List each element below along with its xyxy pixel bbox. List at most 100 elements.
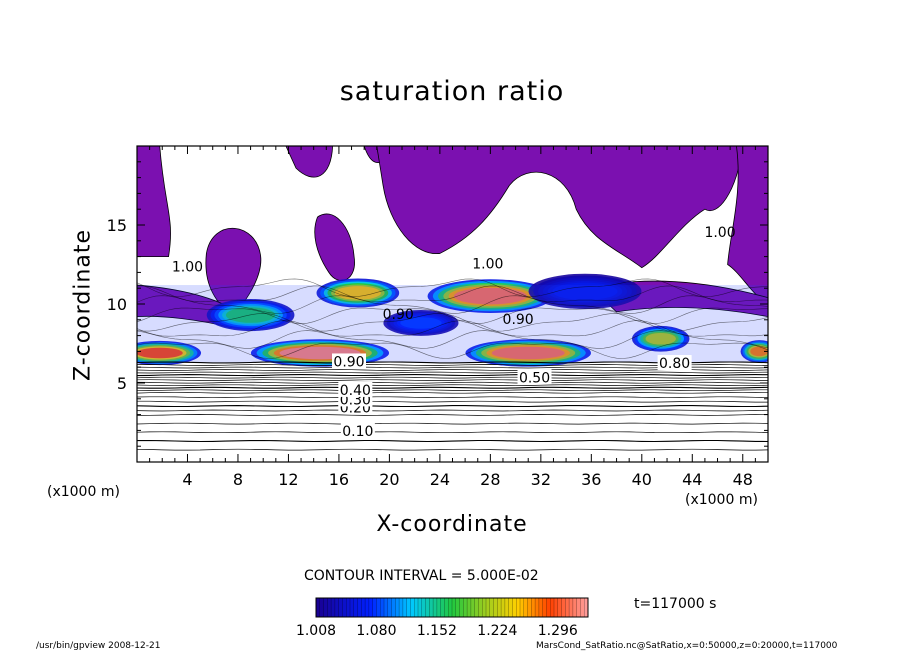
colorbar-cell-4 <box>331 598 336 617</box>
x-tick-label-11: 48 <box>733 470 753 489</box>
contour-line-12 <box>137 391 768 394</box>
x-tick-label-2: 12 <box>278 470 298 489</box>
supersat-band-7-layer-5 <box>645 332 676 345</box>
contour-label-8: 0.90 <box>503 312 534 328</box>
contour-label-bg-3 <box>338 381 373 397</box>
x-tick-label-9: 40 <box>632 470 652 489</box>
supersat-band-2 <box>465 339 592 367</box>
colorbar-cell-57 <box>531 598 536 617</box>
colorbar-cell-51 <box>508 598 513 617</box>
x-axis-label: X-coordinate <box>376 512 528 537</box>
cloud-contour-2 <box>137 320 768 337</box>
supersat-band-8 <box>383 310 459 336</box>
colorbar-cell-69 <box>576 598 581 617</box>
y-tick-label-2: 15 <box>107 216 127 235</box>
supersaturation-bands <box>137 273 768 367</box>
contour-label-11: 1.00 <box>704 225 735 241</box>
colorbar-cell-18 <box>384 598 389 617</box>
contour-line-17 <box>137 414 768 416</box>
colorbar-cell-56 <box>527 598 532 617</box>
cloud-region-5 <box>314 213 355 281</box>
colorbar-cell-2 <box>323 598 328 617</box>
cloud-contour-0 <box>137 342 768 359</box>
x-tick-label-7: 32 <box>531 470 551 489</box>
contour-line-14 <box>137 400 768 403</box>
colorbar-cell-61 <box>546 598 551 617</box>
x-axis-ticks: 4 8 12 16 20 24 28 32 36 40 44 48 <box>149 146 756 489</box>
supersat-band-3-layer-5 <box>453 287 527 305</box>
colorbar-cell-66 <box>565 598 570 617</box>
contour-line-20 <box>137 439 768 443</box>
colorbar-cell-42 <box>474 598 479 617</box>
supersat-band-2-layer-5 <box>491 346 565 360</box>
footer-left: /usr/bin/gpview 2008-12-21 <box>36 641 161 651</box>
y-axis-unit: (x1000 m) <box>47 484 120 500</box>
colorbar-cell-13 <box>365 598 370 617</box>
colorbar-label-3: 1.224 <box>477 623 517 639</box>
colorbar-cell-30 <box>429 598 434 617</box>
contour-label-bg-0 <box>340 422 375 438</box>
contour-line-18 <box>137 422 768 425</box>
contour-label-5: 0.80 <box>659 356 690 372</box>
y-tick-label-0: 5 <box>117 374 127 393</box>
contour-interval: CONTOUR INTERVAL = 5.000E-02 <box>304 568 539 584</box>
colorbar-cell-44 <box>482 598 487 617</box>
colorbar-cell-41 <box>470 598 476 617</box>
y-tick-label-1: 10 <box>107 295 127 314</box>
colorbar-cell-63 <box>554 598 559 617</box>
contour-label-6: 0.90 <box>333 354 364 370</box>
colorbar-cell-67 <box>569 598 574 617</box>
colorbar-gradient-group <box>315 598 589 617</box>
contour-line-9 <box>137 384 768 387</box>
x-tick-label-5: 24 <box>430 470 450 489</box>
colorbar-cell-23 <box>402 598 408 617</box>
colorbar-label-4: 1.296 <box>538 623 578 639</box>
colorbar-cell-20 <box>391 598 396 617</box>
cloud-contour-3 <box>137 313 768 332</box>
y-axis-label: Z-coordinate <box>70 229 96 381</box>
colorbar-cell-10 <box>353 598 358 617</box>
colorbar-cell-68 <box>572 598 578 617</box>
colorbar-cell-3 <box>327 598 332 617</box>
colorbar-cell-25 <box>410 598 415 617</box>
contour-label-7: 0.90 <box>383 307 414 323</box>
y-axis-ticks: 5 10 15 <box>107 161 768 447</box>
contour-label-0: 0.10 <box>342 424 373 440</box>
colorbar-cell-40 <box>467 598 472 617</box>
colorbar-frame <box>315 597 589 618</box>
contour-label-10: 1.00 <box>472 257 503 273</box>
contour-label-4: 0.50 <box>519 370 550 386</box>
supersat-band-3 <box>427 279 554 313</box>
contour-line-11 <box>137 389 768 392</box>
colorbar-label-1: 1.080 <box>356 623 396 639</box>
x-tick-label-4: 20 <box>379 470 399 489</box>
supersat-band-8-layer-5 <box>400 317 442 329</box>
time-label: t=117000 s <box>634 596 717 612</box>
colorbar-cell-38 <box>459 598 464 617</box>
colorbar-label-2: 1.152 <box>417 623 457 639</box>
cloud-region-2 <box>285 146 334 178</box>
colorbar-cell-5 <box>334 598 340 617</box>
colorbar-cell-11 <box>357 598 362 617</box>
contour-line-15 <box>137 405 768 408</box>
colorbar-cell-62 <box>550 598 555 617</box>
colorbar-cell-0 <box>316 598 321 617</box>
colorbar-cell-50 <box>504 598 510 617</box>
colorbar-cell-37 <box>455 598 460 617</box>
colorbar-cell-64 <box>557 598 562 617</box>
colorbar-cell-49 <box>501 598 506 617</box>
colorbar-cell-6 <box>338 598 343 617</box>
colorbar-cell-65 <box>561 598 566 617</box>
colorbar-cell-9 <box>350 598 355 617</box>
contour-label-bg-5 <box>657 355 692 371</box>
contour-label-bg-6 <box>332 353 367 369</box>
colorbar-cell-14 <box>368 598 374 617</box>
cloud-contour-5 <box>137 295 768 314</box>
colorbar-cell-29 <box>425 598 430 617</box>
cloud-contour-4 <box>137 307 768 325</box>
band-wash <box>137 285 768 363</box>
colorbar-cell-7 <box>342 598 347 617</box>
colorbar-cell-52 <box>512 598 517 617</box>
supersat-band-4 <box>316 278 400 308</box>
